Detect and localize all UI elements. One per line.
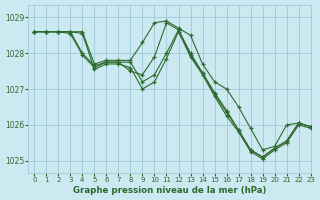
X-axis label: Graphe pression niveau de la mer (hPa): Graphe pression niveau de la mer (hPa) bbox=[73, 186, 266, 195]
